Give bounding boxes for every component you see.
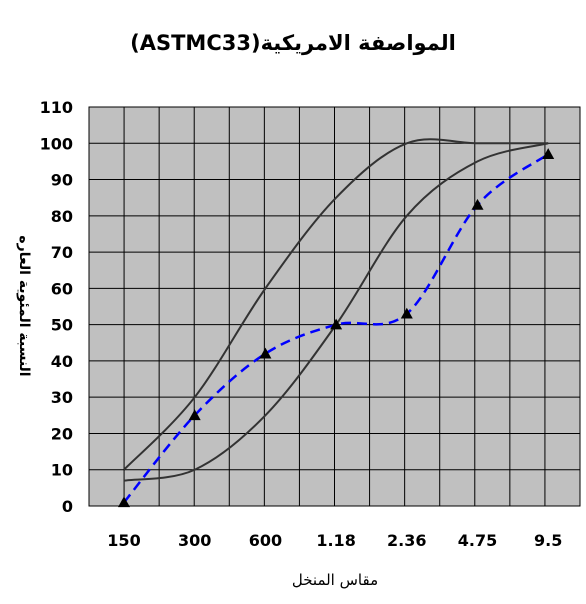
y-tick-label: 20 [51,424,73,443]
x-tick-label: 2.36 [387,531,426,550]
y-axis-ticks: 0 10 20 30 40 50 60 70 80 90 100 110 [40,98,73,516]
y-tick-label: 110 [40,98,73,117]
data-point-marker [118,496,130,508]
y-tick-label: 10 [51,461,73,480]
series-line-1 [123,138,549,471]
y-tick-label: 70 [51,243,73,262]
y-axis-label: النسبة المئوية العاره [16,235,32,376]
y-tick-label: 30 [51,388,73,407]
x-tick-label: 300 [178,531,211,550]
data-point-marker [542,148,555,159]
y-tick-label: 90 [51,171,73,190]
y-tick-label: 100 [40,134,73,153]
data-point-marker [188,409,201,421]
x-axis-ticks: 150 300 600 1.18 2.36 4.75 9.5 [107,531,562,550]
y-tick-label: 40 [51,352,73,371]
data-point-marker [400,307,413,319]
markers-group [118,148,555,508]
x-tick-label: 1.18 [316,531,355,550]
y-tick-label: 60 [51,279,73,298]
x-tick-label: 600 [249,531,282,550]
data-point-marker [471,198,484,210]
y-tick-label: 50 [51,316,73,335]
x-tick-label: 4.75 [458,531,497,550]
data-point-marker [259,347,272,359]
x-tick-label: 150 [107,531,140,550]
y-tick-label: 80 [51,207,73,226]
chart-title: المواصفة الامريكية(ASTMC33) [130,31,456,55]
x-axis-label: مقاس المنخل [292,571,378,589]
gridlines [88,106,581,507]
x-tick-label: 9.5 [534,531,562,550]
y-tick-label: 0 [62,497,73,516]
data-point-marker [330,318,343,330]
